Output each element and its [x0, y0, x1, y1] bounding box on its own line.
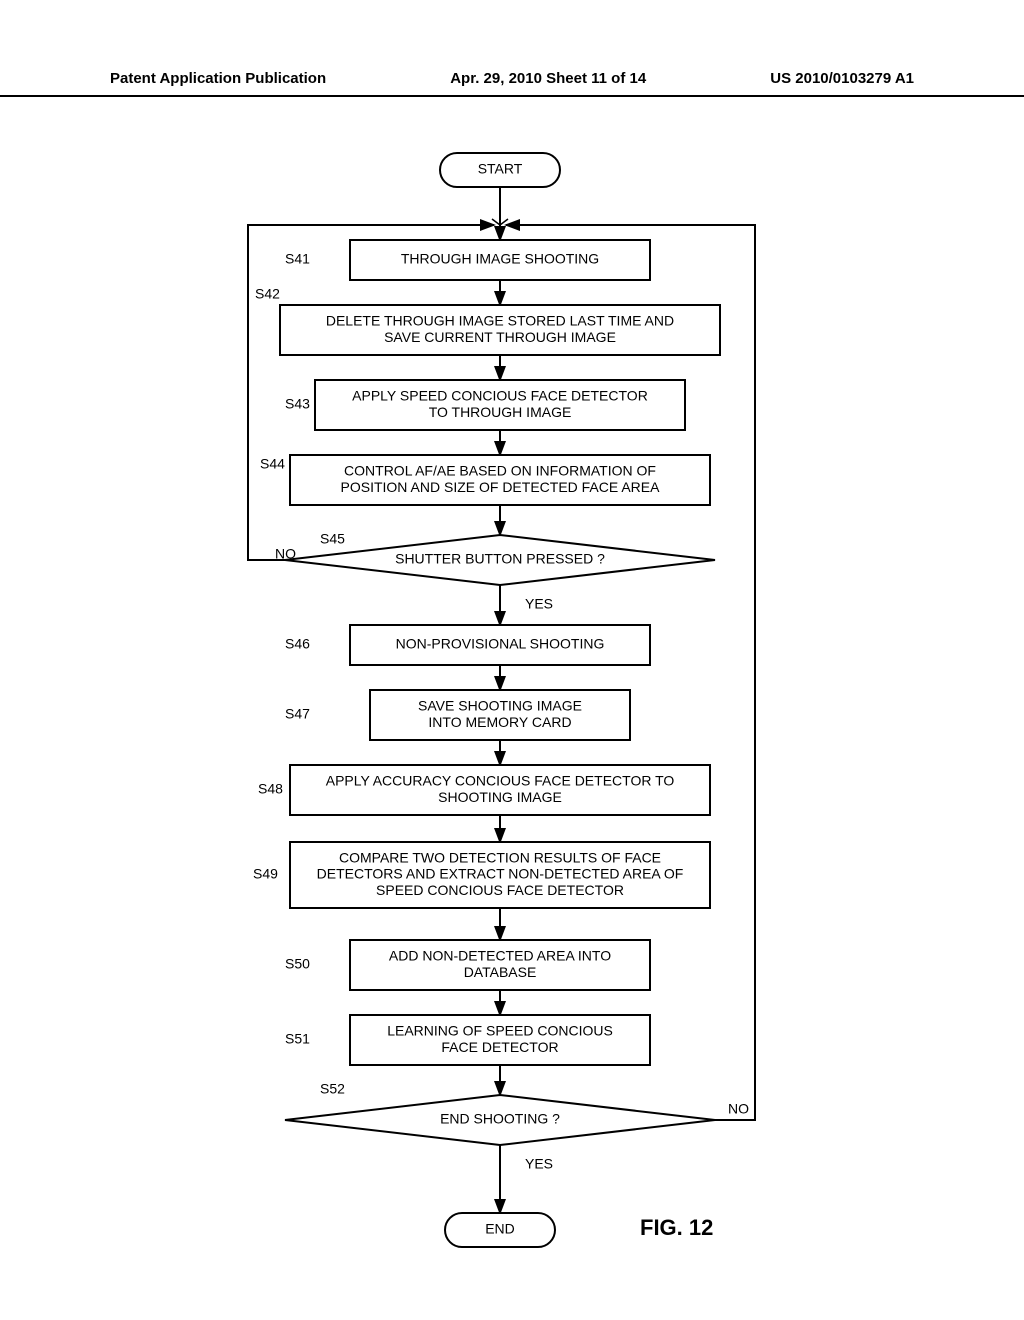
svg-text:S46: S46	[285, 636, 310, 652]
svg-text:LEARNING OF SPEED CONCIOUS: LEARNING OF SPEED CONCIOUS	[387, 1023, 613, 1039]
svg-text:COMPARE TWO DETECTION RESULTS: COMPARE TWO DETECTION RESULTS OF FACE	[339, 850, 661, 866]
svg-text:FACE DETECTOR: FACE DETECTOR	[441, 1039, 558, 1055]
header-left: Patent Application Publication	[110, 70, 326, 87]
page: Patent Application Publication Apr. 29, …	[0, 0, 1024, 1320]
svg-text:S49: S49	[253, 866, 278, 882]
header-center: Apr. 29, 2010 Sheet 11 of 14	[450, 70, 646, 87]
svg-text:DETECTORS AND EXTRACT NON-DETE: DETECTORS AND EXTRACT NON-DETECTED AREA …	[317, 866, 684, 882]
svg-text:THROUGH IMAGE SHOOTING: THROUGH IMAGE SHOOTING	[401, 251, 599, 267]
svg-text:TO THROUGH IMAGE: TO THROUGH IMAGE	[429, 404, 572, 420]
svg-text:END: END	[485, 1221, 515, 1237]
svg-text:S43: S43	[285, 396, 310, 412]
svg-text:YES: YES	[525, 1156, 553, 1172]
svg-text:INTO MEMORY CARD: INTO MEMORY CARD	[428, 714, 571, 730]
svg-text:SAVE SHOOTING IMAGE: SAVE SHOOTING IMAGE	[418, 698, 582, 714]
svg-text:NON-PROVISIONAL SHOOTING: NON-PROVISIONAL SHOOTING	[396, 636, 605, 652]
svg-text:SHOOTING IMAGE: SHOOTING IMAGE	[438, 789, 562, 805]
header-right: US 2010/0103279 A1	[770, 70, 914, 87]
svg-text:SAVE CURRENT THROUGH IMAGE: SAVE CURRENT THROUGH IMAGE	[384, 329, 616, 345]
svg-text:S52: S52	[320, 1081, 345, 1097]
svg-text:CONTROL AF/AE BASED ON INFORMA: CONTROL AF/AE BASED ON INFORMATION OF	[344, 463, 656, 479]
svg-text:S48: S48	[258, 781, 283, 797]
flowchart: START THROUGH IMAGE SHOOTING S41 DELETE THR…	[0, 130, 1024, 1290]
figure-label: FIG. 12	[640, 1215, 713, 1241]
svg-text:APPLY SPEED CONCIOUS FACE DETE: APPLY SPEED CONCIOUS FACE DETECTOR	[352, 388, 648, 404]
svg-text:DATABASE: DATABASE	[464, 964, 537, 980]
svg-text:END SHOOTING ?: END SHOOTING ?	[440, 1111, 560, 1127]
svg-text:S44: S44	[260, 456, 285, 472]
svg-text:DELETE THROUGH IMAGE STORED LA: DELETE THROUGH IMAGE STORED LAST TIME AN…	[326, 313, 674, 329]
svg-text:POSITION AND SIZE OF DETECTED: POSITION AND SIZE OF DETECTED FACE AREA	[341, 479, 661, 495]
svg-text:ADD NON-DETECTED AREA INTO: ADD NON-DETECTED AREA INTO	[389, 948, 611, 964]
svg-text:NO: NO	[275, 546, 296, 562]
svg-text:SPEED CONCIOUS FACE DETECTOR: SPEED CONCIOUS FACE DETECTOR	[376, 882, 624, 898]
svg-text:S41: S41	[285, 251, 310, 267]
svg-text:SHUTTER BUTTON PRESSED ?: SHUTTER BUTTON PRESSED ?	[395, 551, 605, 567]
svg-text:S47: S47	[285, 706, 310, 722]
svg-text:S51: S51	[285, 1031, 310, 1047]
svg-text:START: START	[478, 161, 523, 177]
page-header: Patent Application Publication Apr. 29, …	[0, 70, 1024, 97]
svg-text:APPLY ACCURACY CONCIOUS FACE D: APPLY ACCURACY CONCIOUS FACE DETECTOR TO	[326, 773, 675, 789]
svg-text:S45: S45	[320, 531, 345, 547]
svg-text:S50: S50	[285, 956, 310, 972]
svg-text:YES: YES	[525, 596, 553, 612]
svg-text:S42: S42	[255, 286, 280, 302]
svg-text:NO: NO	[728, 1101, 749, 1117]
